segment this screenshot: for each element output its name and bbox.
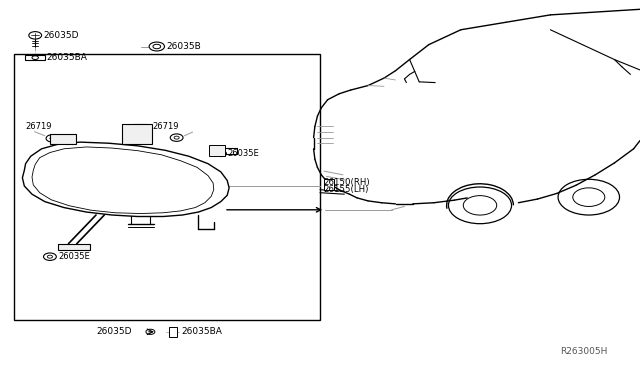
Bar — [324, 179, 334, 190]
Text: 26035E: 26035E — [228, 149, 260, 158]
Bar — [122, 124, 152, 144]
Text: 26035D: 26035D — [96, 327, 131, 336]
Bar — [169, 327, 177, 337]
Bar — [50, 134, 76, 144]
Text: 26035BA: 26035BA — [182, 327, 223, 336]
Bar — [14, 54, 320, 320]
Text: 26719: 26719 — [152, 122, 179, 131]
Text: 26719: 26719 — [26, 122, 52, 131]
Text: 26155(LH): 26155(LH) — [323, 185, 369, 194]
Text: 26035B: 26035B — [166, 42, 201, 51]
Text: 26035E: 26035E — [59, 252, 91, 261]
Bar — [209, 145, 225, 156]
Text: R263005H: R263005H — [560, 347, 607, 356]
Text: 26035D: 26035D — [44, 31, 79, 40]
Bar — [58, 244, 90, 250]
Text: 26150(RH): 26150(RH) — [323, 178, 370, 187]
Text: 26035BA: 26035BA — [47, 53, 88, 62]
